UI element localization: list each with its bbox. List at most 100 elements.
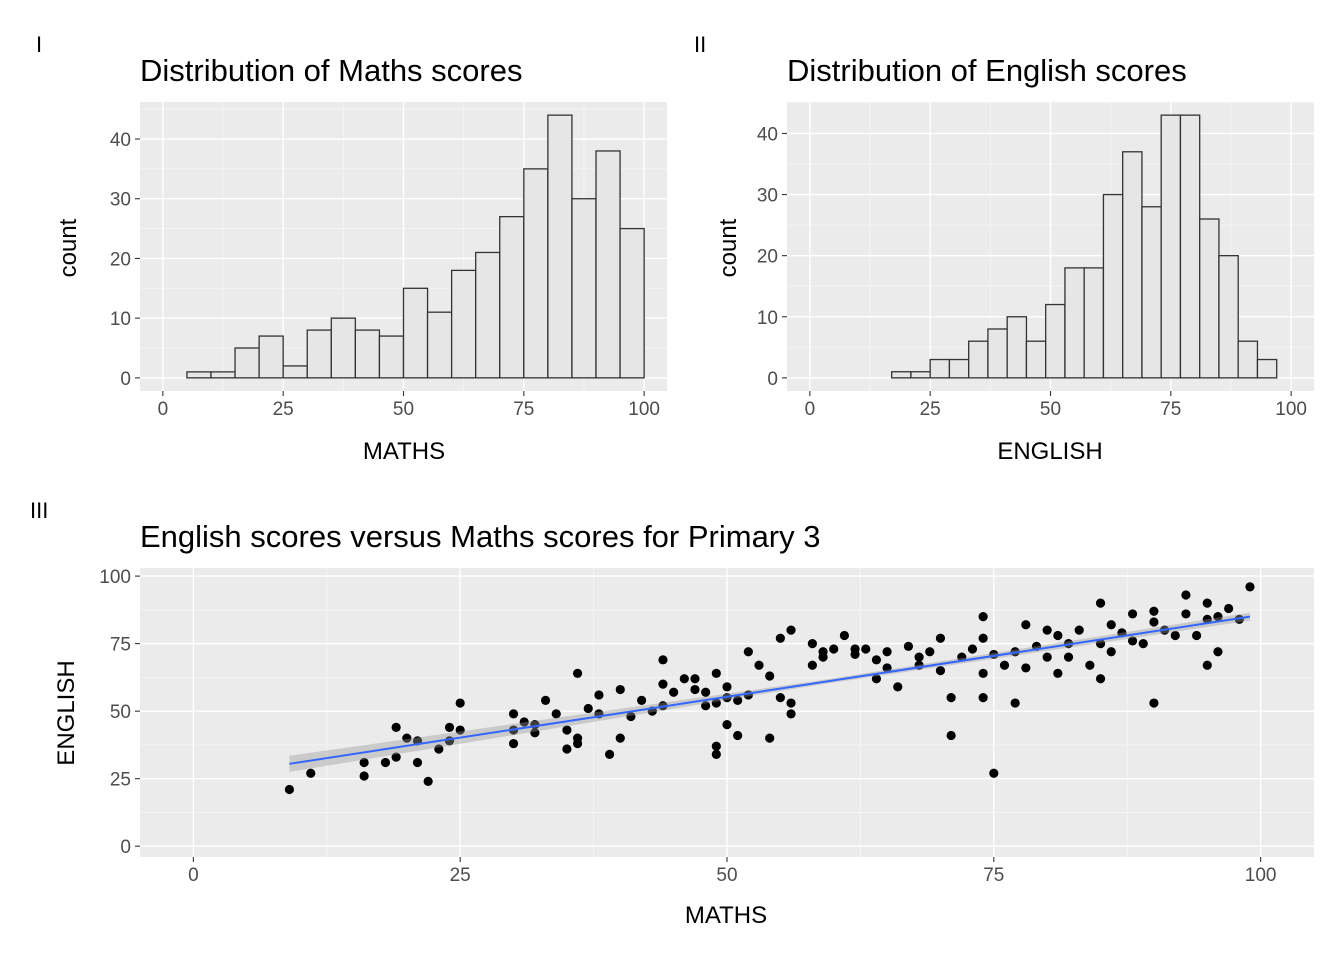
histogram-bar (1199, 218, 1220, 379)
histogram-bar (234, 347, 260, 379)
scatter-point (1213, 612, 1223, 622)
histogram-bar (1256, 358, 1278, 379)
x-tick-label: 100 (1275, 399, 1307, 420)
scatter-point (359, 771, 369, 781)
scatter-point (1106, 620, 1116, 630)
scatter-point (1042, 625, 1052, 635)
scatter-point (711, 668, 721, 678)
scatter-point (1085, 660, 1095, 670)
y-tick-label: 0 (767, 369, 778, 390)
scatter-point (455, 698, 465, 708)
x-tick-label: 25 (920, 399, 941, 420)
scatter-point (701, 701, 711, 711)
scatter-point (1095, 674, 1106, 684)
scatter-point (818, 652, 828, 662)
scatter-point (1021, 663, 1031, 673)
scatter-point (1053, 630, 1063, 641)
scatter-point (658, 679, 668, 689)
y-tick-label: 40 (757, 124, 778, 145)
scatter-point (669, 687, 679, 697)
y-tick-label: 100 (99, 567, 131, 588)
scatter-point (978, 668, 988, 678)
histogram-bar (1102, 193, 1124, 379)
scatter-point (754, 660, 764, 670)
histogram-bar (306, 329, 332, 379)
histogram-bar (571, 198, 597, 379)
histogram-bar (1237, 340, 1259, 379)
histogram-bar (1218, 255, 1239, 379)
scatter-point (733, 730, 743, 741)
y-axis-title-maths: count (55, 218, 82, 277)
x-axis-title-scatter: MATHS (685, 902, 767, 929)
scatter-point (391, 722, 401, 732)
histogram-bar (354, 329, 381, 379)
plot-title-english: Distribution of English scores (787, 53, 1187, 88)
scatter-point (679, 674, 689, 684)
histogram-bar (1160, 114, 1182, 379)
y-tick-label: 40 (110, 130, 131, 151)
scatter-point (391, 752, 401, 762)
scatter-point (967, 644, 978, 654)
scatter-point (1095, 639, 1106, 649)
scatter-point (989, 768, 999, 778)
scatter-point (1010, 698, 1020, 708)
scatter-point (562, 744, 572, 754)
scatter-point (786, 625, 796, 635)
x-tick-label: 50 (393, 399, 414, 420)
scatter-point (1181, 609, 1191, 619)
histogram-bar (891, 371, 912, 379)
histogram-bar (1122, 151, 1143, 379)
histogram-bar (450, 269, 477, 379)
scatter-point (839, 630, 850, 641)
histogram-bar (426, 311, 453, 379)
scatter-point (893, 682, 903, 692)
scatter-point (1202, 660, 1212, 670)
scatter-point (882, 663, 892, 673)
histogram-bar (402, 287, 429, 379)
x-tick-label: 0 (805, 399, 816, 420)
scatter-point (1106, 647, 1116, 657)
scatter-point (444, 722, 455, 732)
scatter-point (871, 674, 882, 684)
histogram-bar (282, 365, 308, 379)
histogram-bar (210, 371, 236, 379)
scatter-point (306, 768, 316, 778)
scatter-point (605, 749, 615, 759)
scatter-point (1127, 636, 1138, 646)
histogram-bar (378, 335, 405, 379)
scatter-point (572, 738, 583, 749)
scatter-point (1181, 590, 1191, 600)
scatter-point (402, 733, 412, 743)
histogram-bar (1064, 267, 1085, 379)
histogram-bar (499, 215, 525, 379)
histogram-bar (1045, 303, 1066, 379)
scatter-point (1138, 639, 1148, 649)
scatter-point (1053, 668, 1063, 678)
y-tick-label: 25 (110, 770, 131, 791)
x-tick-label: 50 (716, 865, 737, 886)
x-axis-title-english: ENGLISH (997, 438, 1102, 465)
x-tick-label: 100 (1245, 865, 1277, 886)
scatter-point (925, 647, 935, 657)
y-tick-label: 75 (110, 635, 131, 656)
scatter-point (359, 757, 369, 768)
x-tick-label: 0 (188, 865, 199, 886)
scatter-point (786, 698, 796, 708)
scatter-point (978, 633, 988, 643)
panel-tag-2: II (694, 32, 706, 57)
scatter-point (508, 738, 519, 749)
scatter-point (711, 741, 721, 751)
scatter-point (722, 720, 732, 730)
scatter-point (1149, 606, 1159, 616)
scatter-point (551, 709, 561, 719)
histogram-bar (929, 358, 951, 379)
english-histogram-panel: 0 25 50 75 100 0 10 20 30 40 (757, 102, 1314, 420)
scatter-point (829, 644, 839, 654)
scatter-point (1074, 625, 1084, 635)
scatter-point (743, 647, 753, 657)
histogram-bar (547, 114, 573, 379)
y-tick-label: 0 (120, 837, 131, 858)
scatter-point (903, 641, 914, 651)
scatter-point (562, 725, 572, 735)
